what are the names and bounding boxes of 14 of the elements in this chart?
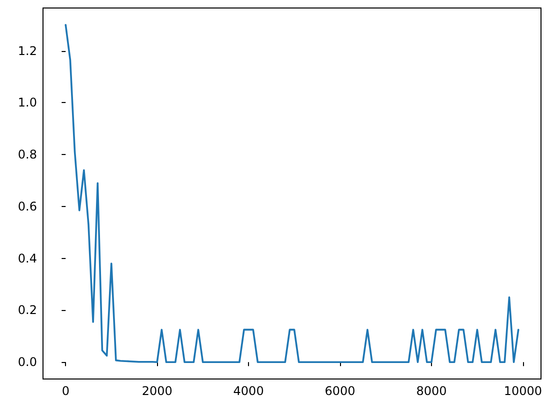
x-tick-label: 0	[62, 384, 70, 398]
x-tick-label: 8000	[416, 384, 447, 398]
x-tick-label: 6000	[324, 384, 356, 398]
x-tick-label: 4000	[233, 384, 264, 398]
line-series	[64, 24, 520, 364]
x-tick-label: 2000	[142, 384, 172, 398]
y-tick-label: 0.8	[18, 148, 37, 162]
y-tick-label: 0.6	[18, 199, 37, 214]
y-tick-label: 0.2	[18, 303, 37, 318]
y-tick-label: 0.4	[18, 251, 37, 266]
y-tick-label: 1.0	[18, 96, 37, 110]
y-tick-label: 1.2	[18, 44, 37, 58]
x-tick-label: 10000	[504, 384, 542, 398]
y-tick-label: 0.0	[18, 355, 37, 370]
